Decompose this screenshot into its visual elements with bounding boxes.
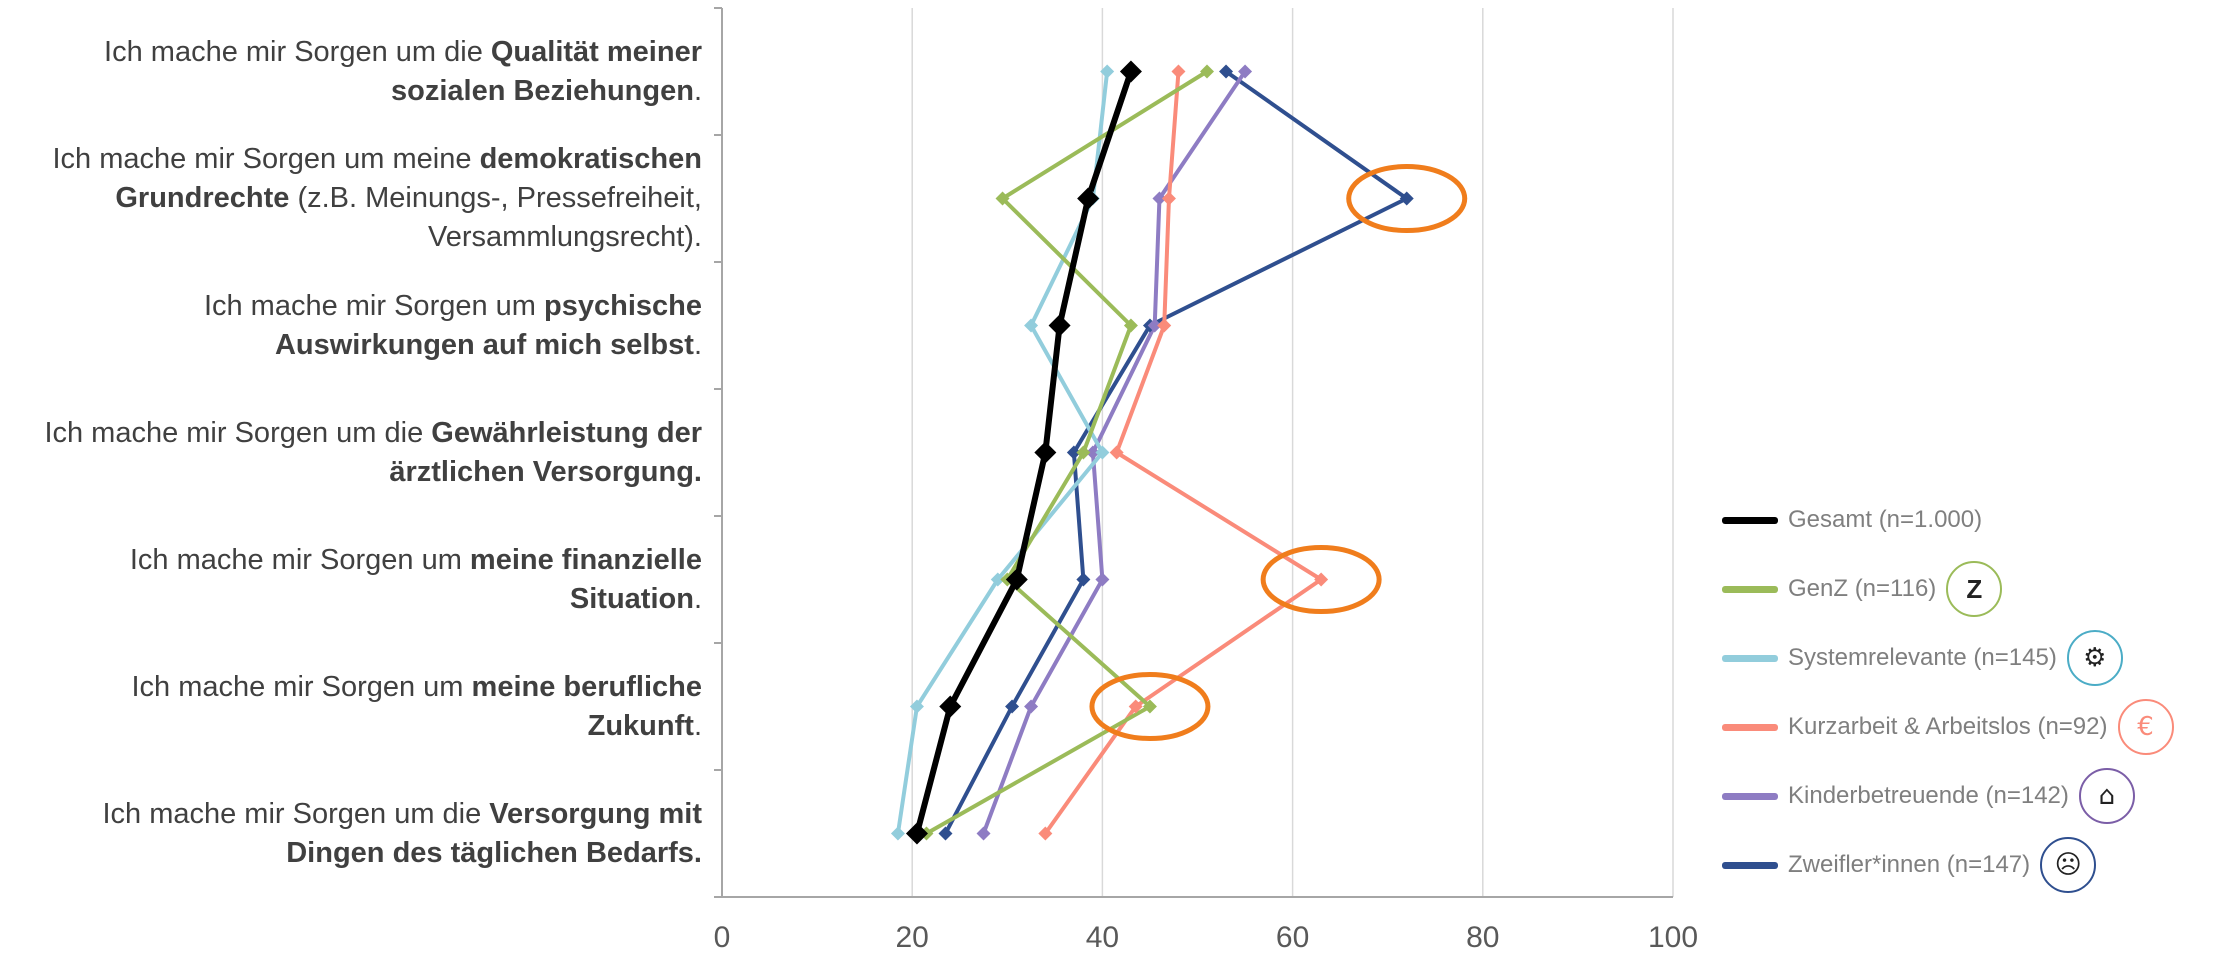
data-point (1095, 445, 1110, 460)
data-point (1024, 699, 1039, 714)
family-home-icon: ⌂ (2078, 768, 2135, 824)
data-point (1119, 60, 1142, 83)
gears-icon: ⚙ (2066, 630, 2123, 686)
series-line (925, 69, 1209, 836)
legend-swatch (1722, 654, 1778, 662)
data-point (976, 826, 991, 841)
data-point (1238, 64, 1253, 79)
highlight-ellipse (1089, 672, 1211, 741)
x-tick-label: 80 (1466, 921, 1499, 953)
data-point (939, 695, 962, 718)
legend-swatch (1722, 861, 1778, 869)
euro-down-icon: € (2117, 699, 2174, 755)
data-point (1048, 314, 1071, 337)
data-point (1314, 572, 1329, 587)
data-point (1034, 441, 1057, 464)
category-label-part: Ich mache mir Sorgen um meine (52, 143, 480, 175)
data-point (1161, 191, 1176, 206)
category-label: Ich mache mir Sorgen um die Qualität mei… (22, 33, 702, 111)
data-point (1100, 64, 1115, 79)
legend-swatch (1722, 516, 1778, 524)
category-label-part: (z.B. Meinungs-, Pressefreiheit, Versamm… (289, 182, 702, 253)
legend-item: GenZ (n=116) Z (1722, 561, 2003, 617)
series-line (943, 69, 1409, 835)
data-point (1095, 572, 1110, 587)
highlight-ellipse (1346, 164, 1468, 233)
category-label: Ich mache mir Sorgen um psychische Auswi… (22, 287, 702, 365)
data-point (1219, 64, 1234, 79)
data-point (1200, 64, 1215, 79)
legend-item: Systemrelevante (n=145) ⚙ (1722, 630, 2123, 686)
data-point (1005, 699, 1020, 714)
legend-item: Kurzarbeit & Arbeitslos (n=92) € (1722, 699, 2174, 755)
data-point (1076, 445, 1091, 460)
legend-label: Kinderbetreuende (n=142) (1788, 782, 2069, 809)
data-point (990, 572, 1005, 587)
data-point (905, 822, 928, 845)
highlight-ellipse (1260, 545, 1382, 614)
category-label: Ich mache mir Sorgen um die Versorgung m… (22, 795, 702, 873)
category-label-part: Ich mache mir Sorgen um (131, 670, 472, 703)
category-label-part: Qualität meiner sozialen Beziehungen (390, 35, 702, 107)
data-point (1123, 318, 1138, 333)
data-point (909, 699, 924, 714)
legend-item: Gesamt (n=1.000) (1722, 500, 1982, 540)
legend-swatch (1722, 585, 1778, 593)
data-point (1085, 445, 1100, 460)
category-label: Ich mache mir Sorgen um meine berufliche… (22, 668, 702, 746)
x-tick-label: 60 (1276, 921, 1309, 953)
data-point (1005, 568, 1028, 591)
x-tick-label: 0 (714, 921, 731, 953)
doubtful-face-icon: ☹ (2040, 837, 2097, 893)
legend-label: Zweifler*innen (n=147) (1788, 851, 2031, 878)
category-label-part: Ich mache mir Sorgen um die (104, 35, 491, 68)
category-label-part: psychische Auswirkungen auf mich selbst (274, 289, 702, 361)
legend-label: Systemrelevante (n=145) (1788, 644, 2057, 671)
legend-label: Gesamt (n=1.000) (1788, 506, 1983, 533)
category-label: Ich mache mir Sorgen um meine demokratis… (22, 140, 702, 257)
category-label-part: . (693, 582, 702, 615)
category-label: Ich mache mir Sorgen um meine finanziell… (22, 541, 702, 619)
category-label-part: Ich mache mir Sorgen um die (102, 797, 490, 830)
category-label-part: . (693, 709, 702, 742)
data-point (890, 826, 905, 841)
category-label-part: Versorgung mit Dingen des täglichen Beda… (286, 797, 702, 869)
data-point (938, 826, 953, 841)
legend-label: GenZ (n=116) (1788, 575, 1937, 602)
data-point (1128, 699, 1143, 714)
legend-item: Zweifler*innen (n=147) ☹ (1722, 837, 2097, 893)
x-tick-label: 20 (896, 921, 929, 953)
category-label-part: Ich mache mir Sorgen um (203, 289, 545, 322)
legend-label: Kurzarbeit & Arbeitslos (n=92) (1788, 713, 2108, 740)
z-icon: Z (1946, 561, 2003, 617)
data-point (1147, 318, 1162, 333)
data-point (1152, 191, 1167, 206)
x-tick-label: 100 (1648, 921, 1698, 953)
category-label-part: . (693, 74, 702, 107)
category-label-part: meine finanzielle Situation (469, 543, 702, 615)
x-tick-label: 40 (1086, 921, 1119, 953)
category-label-part: demokratischen Grundrechte (115, 143, 702, 214)
data-point (1399, 191, 1414, 206)
legend-swatch (1722, 723, 1778, 731)
category-label: Ich mache mir Sorgen um die Gewährleistu… (22, 414, 702, 492)
category-label-part: Gewährleistung der ärztlichen Versorgung… (389, 416, 702, 488)
data-point (1024, 318, 1039, 333)
data-point (1142, 699, 1157, 714)
data-point (995, 191, 1010, 206)
category-label-part: . (693, 328, 702, 361)
data-point (1038, 826, 1053, 841)
data-point (1066, 445, 1081, 460)
data-point (1076, 572, 1091, 587)
data-point (1077, 187, 1100, 210)
legend-swatch (1722, 792, 1778, 800)
category-label-part: meine berufliche Zukunft (471, 670, 702, 742)
data-point (1157, 318, 1172, 333)
category-label-part: Ich mache mir Sorgen um (129, 543, 470, 576)
data-point (1171, 64, 1186, 79)
data-point (1109, 445, 1124, 460)
category-label-part: Ich mache mir Sorgen um die (44, 416, 432, 449)
legend-item: Kinderbetreuende (n=142) ⌂ (1722, 768, 2135, 824)
